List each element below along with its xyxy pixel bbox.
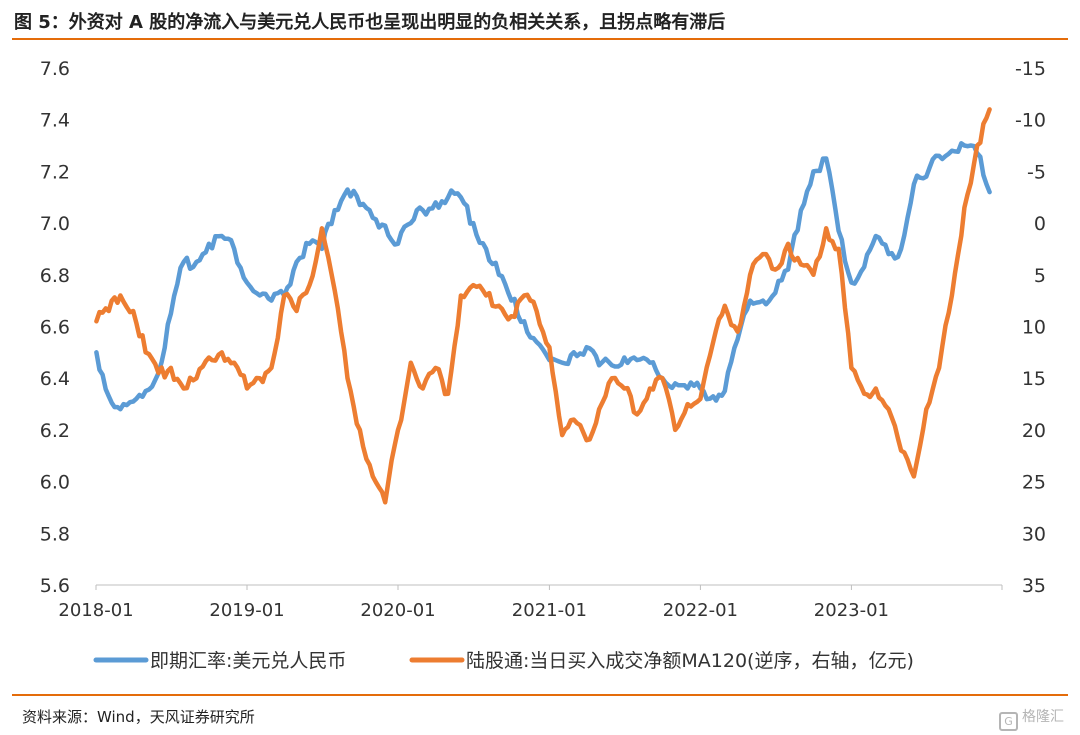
y-left-tick-label: 7.2 [40, 161, 70, 183]
series-line-usdcny [94, 141, 992, 412]
chart: 2018-01 2019-01 2020-01 2021-01 2022-01 2023-… [40, 58, 1046, 672]
source-note: 资料来源：Wind，天风证券研究所 [22, 708, 255, 726]
title-divider [12, 38, 1068, 40]
y-right-tick-label: -5 [1027, 161, 1046, 183]
x-tick-label: 2022-01 [663, 600, 738, 621]
watermark: G 格隆汇 [999, 706, 1064, 731]
x-tick-label: 2020-01 [360, 600, 435, 621]
y-right-tick-label: 10 [1022, 317, 1046, 339]
y-left-tick-label: 6.2 [40, 420, 70, 442]
y-right-tick-label: 25 [1022, 472, 1046, 494]
y-right-tick-label: 30 [1022, 523, 1046, 545]
watermark-logo-icon: G [999, 712, 1018, 731]
watermark-text: 格隆汇 [1022, 709, 1064, 725]
legend-label: 即期汇率:美元兑人民币 [150, 650, 346, 672]
source-divider [12, 694, 1068, 696]
legend: 即期汇率:美元兑人民币 陆股通:当日买入成交净额MA120(逆序，右轴，亿元) [93, 650, 914, 672]
y-left-tick-label: 6.4 [40, 368, 70, 390]
x-tick-label: 2021-01 [512, 600, 587, 621]
axes: 2018-01 2019-01 2020-01 2021-01 2022-01 2023-… [40, 58, 1046, 621]
y-left-tick-label: 7.4 [40, 110, 70, 132]
y-left-tick-label: 5.6 [40, 575, 70, 597]
y-left-tick-label: 7.6 [40, 58, 70, 80]
x-tick-label: 2019-01 [209, 600, 284, 621]
y-left-tick-label: 6.0 [40, 472, 70, 494]
series-lines [94, 107, 992, 505]
y-left-tick-label: 6.8 [40, 265, 70, 287]
y-left-tick-label: 6.6 [40, 317, 70, 339]
y-right-tick-label: -10 [1015, 110, 1046, 132]
x-tick-label: 2023-01 [814, 600, 889, 621]
y-right-tick-label: 20 [1022, 420, 1046, 442]
y-left-tick-label: 7.0 [40, 213, 70, 235]
y-right-tick-label: 5 [1034, 265, 1046, 287]
chart-title: 图 5：外资对 A 股的净流入与美元兑人民币也呈现出明显的负相关关系，且拐点略有… [14, 12, 726, 33]
y-right-tick-label: -15 [1015, 58, 1046, 80]
legend-label: 陆股通:当日买入成交净额MA120(逆序，右轴，亿元) [466, 650, 914, 672]
x-tick-label: 2018-01 [58, 600, 133, 621]
y-left-tick-label: 5.8 [40, 523, 70, 545]
y-right-tick-label: 35 [1022, 575, 1046, 597]
y-right-tick-label: 15 [1022, 368, 1046, 390]
y-right-tick-label: 0 [1034, 213, 1046, 235]
series-line-northbound-flow [94, 107, 992, 505]
